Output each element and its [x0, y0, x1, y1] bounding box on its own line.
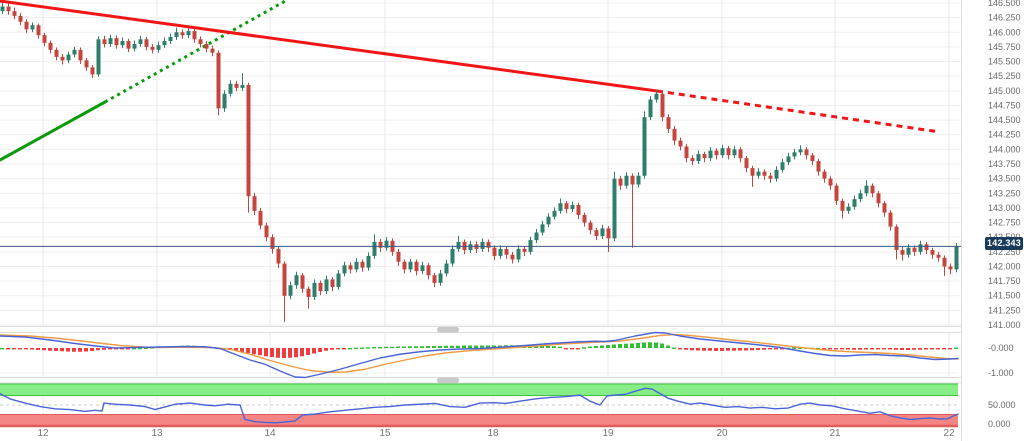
svg-text:144.250: 144.250 [988, 130, 1021, 140]
svg-text:143.500: 143.500 [988, 174, 1021, 184]
svg-text:146.500: 146.500 [988, 0, 1021, 8]
svg-text:19: 19 [602, 428, 614, 439]
pane-borders [0, 0, 962, 441]
svg-text:141.750: 141.750 [988, 276, 1021, 286]
svg-text:-0.000: -0.000 [988, 343, 1014, 353]
descending-resistance-dotted [656, 89, 941, 134]
oscillator-bands-layer [0, 383, 958, 428]
current-price-badge: 142.343 [985, 237, 1023, 250]
svg-text:142.250: 142.250 [988, 247, 1021, 257]
svg-text:145.000: 145.000 [988, 86, 1021, 96]
svg-text:142.000: 142.000 [988, 261, 1021, 271]
svg-text:146.250: 146.250 [988, 13, 1021, 23]
svg-text:143.000: 143.000 [988, 203, 1021, 213]
svg-text:142.750: 142.750 [988, 218, 1021, 228]
svg-text:143.750: 143.750 [988, 159, 1021, 169]
svg-text:22: 22 [943, 428, 955, 439]
svg-text:15: 15 [379, 428, 391, 439]
svg-text:14: 14 [264, 428, 276, 439]
svg-text:144.500: 144.500 [988, 115, 1021, 125]
svg-text:144.750: 144.750 [988, 100, 1021, 110]
svg-text:141.250: 141.250 [988, 305, 1021, 315]
svg-text:141.000: 141.000 [988, 320, 1021, 330]
price-axis[interactable]: 146.500 146.250 146.000 145.750 145.500 145.2… [988, 0, 1021, 429]
svg-text:141.500: 141.500 [988, 291, 1021, 301]
grid-layer [0, 0, 961, 425]
trendline-layer [0, 0, 941, 162]
svg-text:12: 12 [37, 428, 49, 439]
time-axis[interactable]: 12 13 14 15 18 19 20 21 22 [37, 428, 955, 439]
macd-lines-layer [0, 331, 959, 379]
svg-text:145.500: 145.500 [988, 57, 1021, 67]
svg-text:146.000: 146.000 [988, 27, 1021, 37]
svg-text:50.000: 50.000 [988, 400, 1016, 410]
svg-text:-1.000: -1.000 [988, 368, 1014, 378]
candlestick-layer[interactable] [0, 3, 959, 323]
svg-text:13: 13 [151, 428, 163, 439]
svg-text:0.000: 0.000 [988, 419, 1011, 429]
pane-resize-handle-lower[interactable] [437, 377, 459, 384]
svg-text:144.000: 144.000 [988, 144, 1021, 154]
ascending-support-dotted [104, 0, 288, 104]
svg-text:20: 20 [716, 428, 728, 439]
svg-text:21: 21 [829, 428, 841, 439]
pane-resize-handle-upper[interactable] [437, 327, 459, 333]
oscillator-line-layer [0, 387, 959, 424]
svg-text:18: 18 [487, 428, 499, 439]
svg-text:143.250: 143.250 [988, 188, 1021, 198]
svg-text:145.250: 145.250 [988, 71, 1021, 81]
svg-text:145.750: 145.750 [988, 42, 1021, 52]
